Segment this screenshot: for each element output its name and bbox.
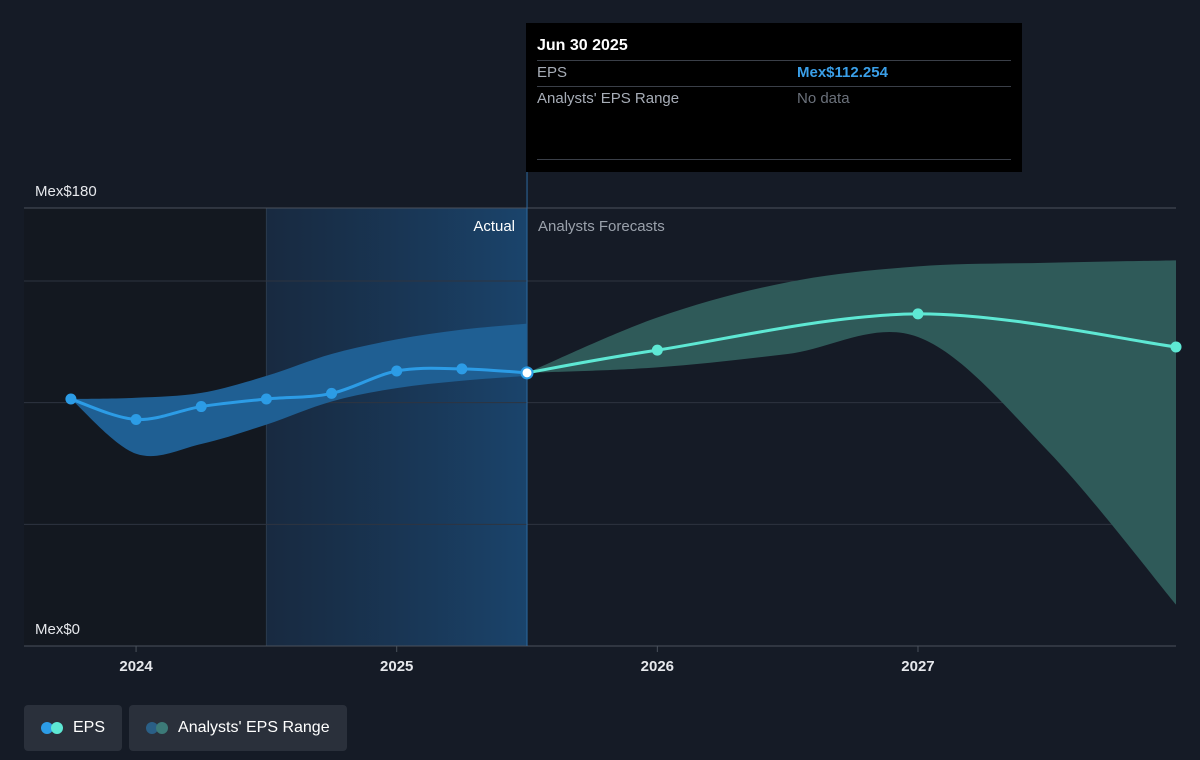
legend-eps-label: EPS	[73, 719, 106, 736]
chart-legend: EPS Analysts' EPS Range	[24, 705, 347, 751]
legend-eps-button[interactable]: EPS	[24, 705, 123, 751]
tooltip-eps-label: EPS	[537, 64, 568, 81]
x-tick-label-2027: 2027	[901, 658, 934, 675]
range-band-forecast	[527, 260, 1176, 605]
eps-point-highlight	[520, 366, 534, 380]
eps-points	[65, 308, 1182, 425]
x-tick-label-2024: 2024	[119, 658, 153, 675]
grid-lines	[24, 172, 1176, 647]
legend-range-label: Analysts' EPS Range	[178, 719, 330, 736]
eps-point-actual-5	[391, 365, 403, 377]
eps-point-actual-3	[260, 393, 272, 405]
eps-line-forecast	[525, 312, 1178, 375]
x-tick-label-2026: 2026	[641, 658, 674, 675]
tooltip-date: Jun 30 2025	[537, 37, 628, 54]
range-dots-icon	[146, 722, 169, 734]
eps-tooltip: Jun 30 2025 EPS Mex$112.254 Analysts' EP…	[526, 23, 1022, 172]
eps-dots-icon	[41, 722, 63, 734]
eps-line-actual	[69, 366, 529, 421]
eps-point-actual-6	[456, 363, 468, 375]
eps-point-forecast-2	[912, 308, 924, 320]
region-label-actual: Actual	[473, 218, 515, 235]
eps-lines	[69, 312, 1178, 421]
eps-point-forecast-1	[651, 344, 663, 356]
tooltip-row-eps: EPS Mex$112.254	[537, 60, 1011, 86]
eps-point-actual-0	[65, 393, 77, 405]
tooltip-eps-value: Mex$112.254	[797, 64, 888, 81]
analyst-range-bands	[70, 260, 1176, 605]
tooltip-range-label: Analysts' EPS Range	[537, 90, 680, 107]
eps-point-forecast-3	[1170, 341, 1182, 353]
y-label-top: Mex$180	[35, 183, 97, 200]
eps-point-actual-1	[130, 413, 142, 425]
axis-labels: Mex$180 Mex$0 Actual Analysts Forecasts 2024…	[35, 183, 935, 675]
tooltip-range-value: No data	[797, 90, 850, 107]
range-band-actual	[70, 323, 528, 457]
eps-point-actual-4	[326, 387, 338, 399]
eps-point-actual-2	[195, 401, 207, 413]
region-label-forecast: Analysts Forecasts	[538, 218, 665, 235]
tooltip-divider	[537, 159, 1011, 160]
y-label-bottom: Mex$0	[35, 621, 80, 638]
past-year-shade	[266, 208, 528, 646]
tooltip-row-range: Analysts' EPS Range No data	[537, 86, 1011, 112]
x-tick-label-2025: 2025	[380, 658, 413, 675]
legend-range-button[interactable]: Analysts' EPS Range	[129, 705, 347, 751]
